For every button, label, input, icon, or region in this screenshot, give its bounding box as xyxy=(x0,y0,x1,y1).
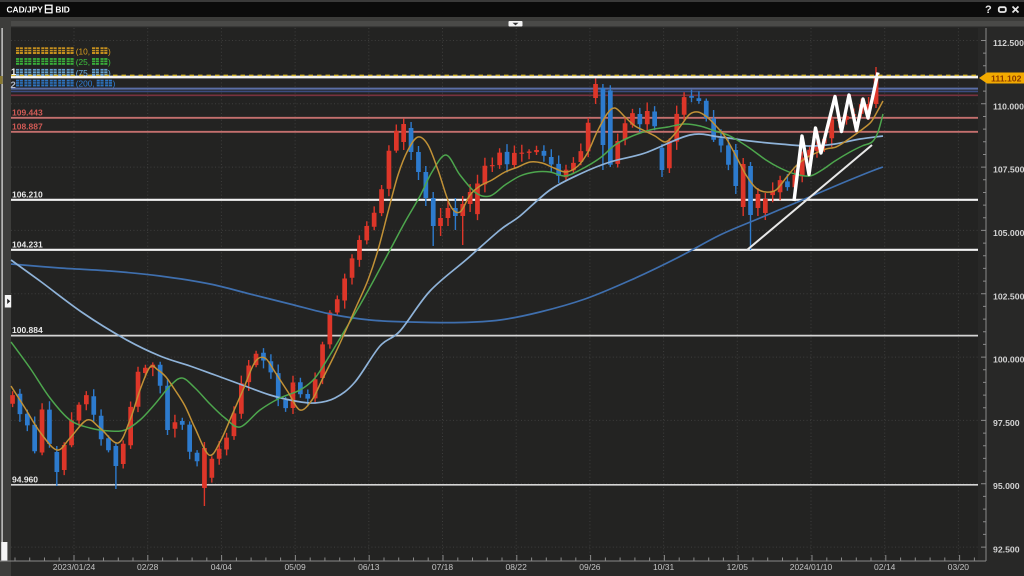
svg-text:(25,: (25, xyxy=(76,57,90,67)
svg-text:97.500: 97.500 xyxy=(993,418,1020,428)
svg-text:105.000: 105.000 xyxy=(993,228,1024,238)
svg-text:): ) xyxy=(113,79,116,89)
svg-text:05/09: 05/09 xyxy=(284,562,306,572)
svg-text:102.500: 102.500 xyxy=(993,291,1024,301)
svg-text:(10,: (10, xyxy=(76,46,90,56)
svg-text:110.000: 110.000 xyxy=(993,101,1024,111)
svg-text:09/26: 09/26 xyxy=(579,562,601,572)
svg-text:108.887: 108.887 xyxy=(12,122,43,132)
svg-text:107.500: 107.500 xyxy=(993,165,1024,175)
svg-text:100.000: 100.000 xyxy=(993,355,1024,365)
svg-text:): ) xyxy=(108,57,111,67)
svg-text:02/28: 02/28 xyxy=(137,562,159,572)
svg-text:2023/01/24: 2023/01/24 xyxy=(53,562,96,572)
svg-text:2: 2 xyxy=(11,80,16,91)
svg-text:06/13: 06/13 xyxy=(358,562,380,572)
svg-text:CAD/JPY: CAD/JPY xyxy=(7,5,44,15)
svg-text:106.210: 106.210 xyxy=(12,189,43,199)
svg-text:104.231: 104.231 xyxy=(12,239,43,249)
svg-text:95.000: 95.000 xyxy=(993,481,1020,491)
svg-text:04/04: 04/04 xyxy=(211,562,233,572)
svg-text:1: 1 xyxy=(11,67,17,78)
svg-text:): ) xyxy=(108,68,111,78)
svg-text:02/14: 02/14 xyxy=(874,562,896,572)
svg-text:(75,: (75, xyxy=(76,68,90,78)
svg-text:08/22: 08/22 xyxy=(506,562,528,572)
svg-text:03/20: 03/20 xyxy=(948,562,970,572)
svg-text:109.443: 109.443 xyxy=(12,108,43,118)
svg-text:94.960: 94.960 xyxy=(12,474,38,484)
svg-text:100.884: 100.884 xyxy=(12,325,43,335)
svg-text:(200,: (200, xyxy=(76,79,95,89)
svg-text:12/05: 12/05 xyxy=(727,562,749,572)
svg-text:): ) xyxy=(108,46,111,56)
svg-text:2024/01/10: 2024/01/10 xyxy=(790,562,833,572)
svg-text:111.102: 111.102 xyxy=(991,74,1022,84)
svg-text:?: ? xyxy=(985,4,992,16)
svg-text:10/31: 10/31 xyxy=(653,562,675,572)
svg-text:92.500: 92.500 xyxy=(993,545,1020,555)
svg-text:112.500: 112.500 xyxy=(993,38,1024,48)
svg-text:07/18: 07/18 xyxy=(432,562,454,572)
svg-text:BID: BID xyxy=(55,5,69,15)
